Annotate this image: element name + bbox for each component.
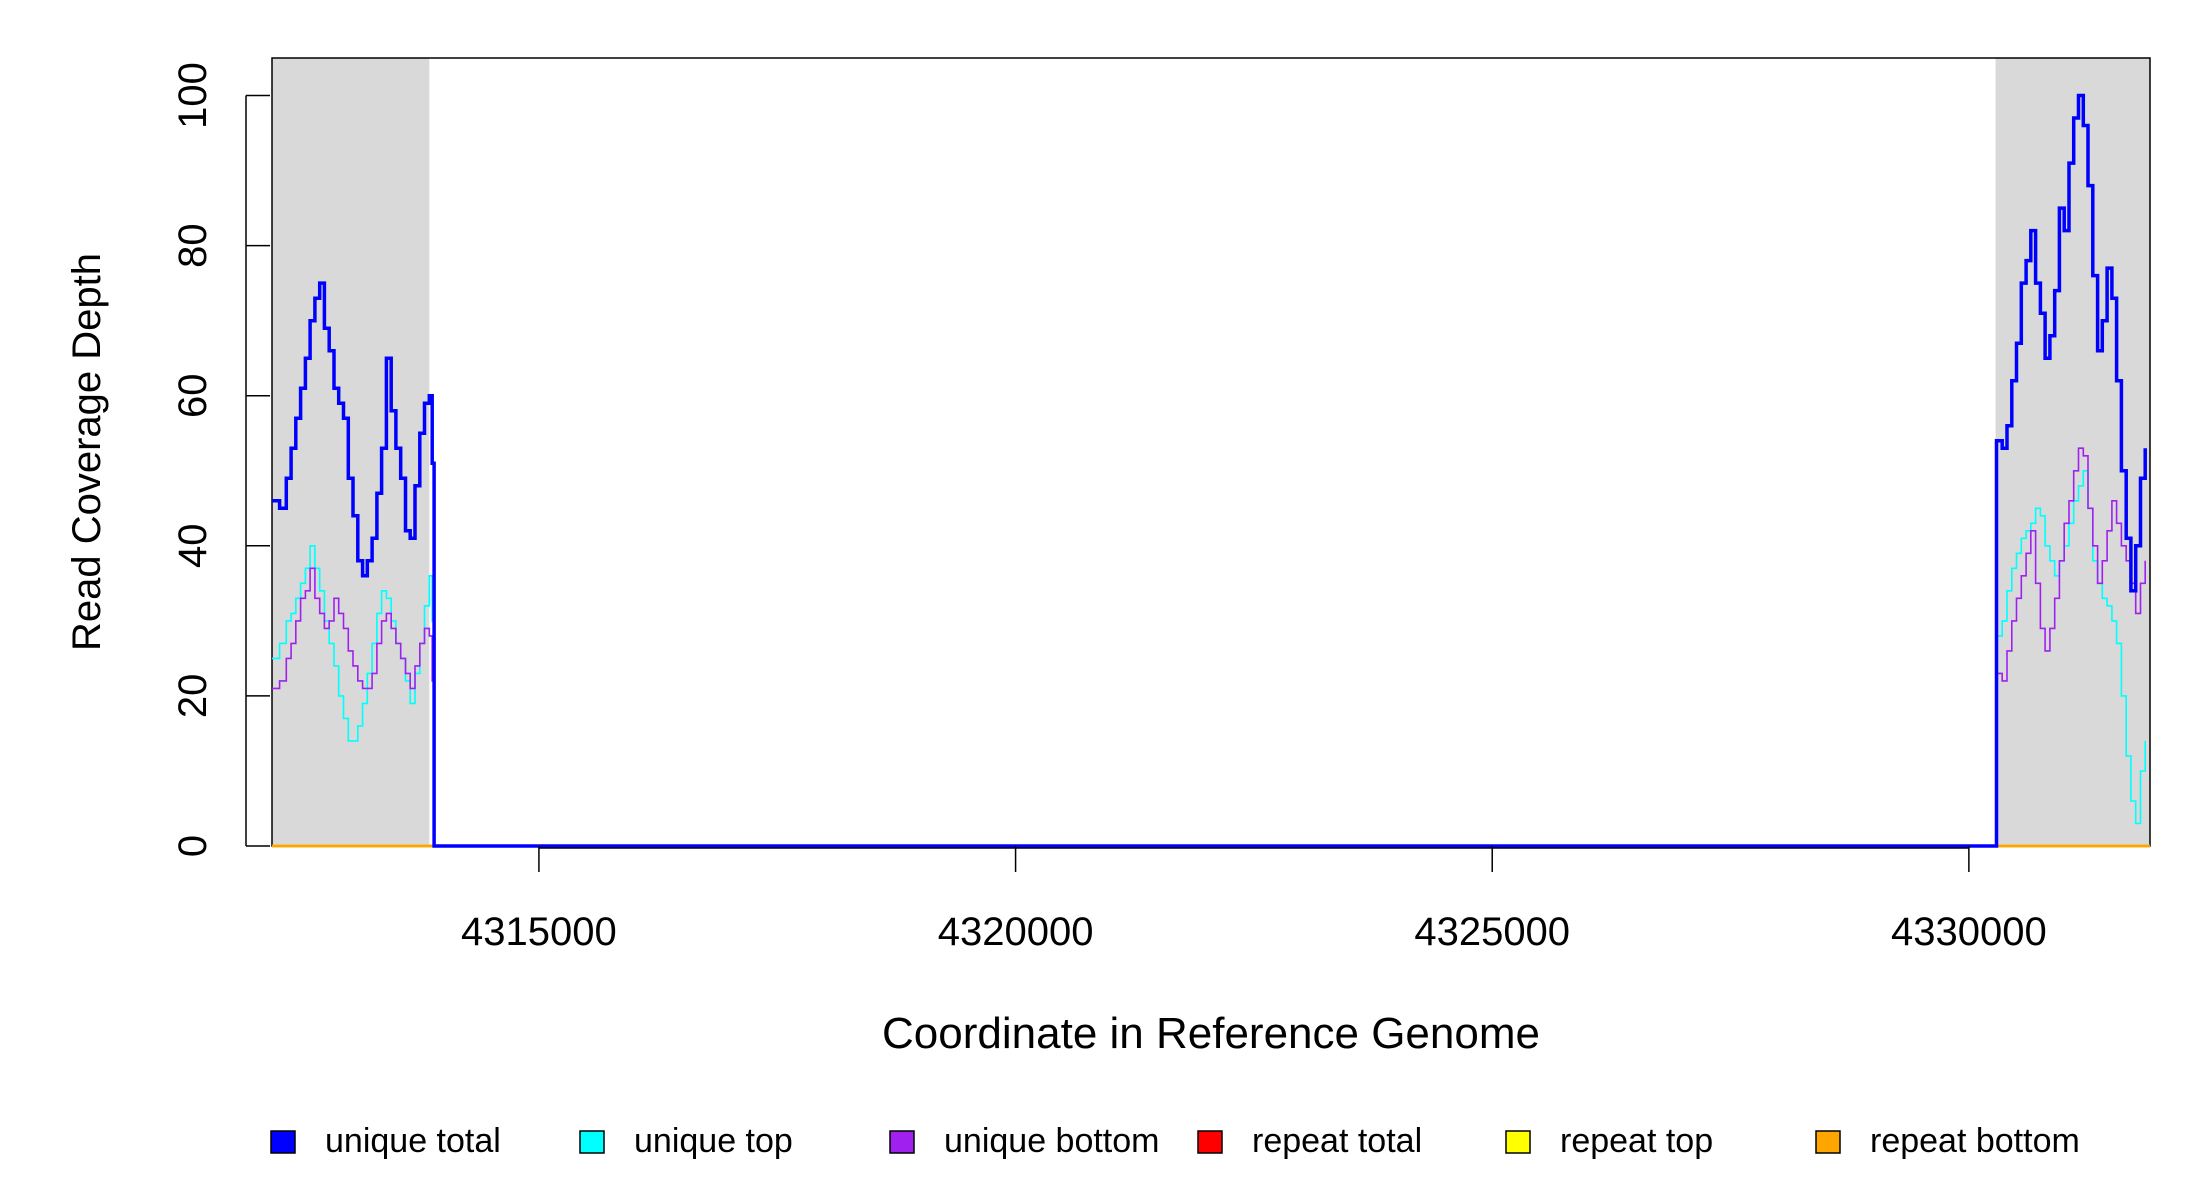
legend-item-repeat-bottom: repeat bottom xyxy=(1815,1122,2080,1160)
y-tick-label: 40 xyxy=(171,524,215,569)
legend-item-unique-total: unique total xyxy=(270,1122,501,1160)
y-tick-label: 20 xyxy=(171,674,215,719)
y-tick-label: 0 xyxy=(171,835,215,857)
legend: unique total unique top unique bottom repea… xyxy=(270,1122,2080,1160)
plot-frame xyxy=(271,57,2151,847)
legend-item-repeat-total: repeat total xyxy=(1197,1122,1422,1160)
legend-item-unique-bottom: unique bottom xyxy=(889,1122,1160,1160)
legend-label: repeat top xyxy=(1560,1122,1713,1160)
legend-swatch xyxy=(889,1130,915,1154)
legend-label: unique total xyxy=(325,1122,501,1160)
legend-label: repeat bottom xyxy=(1870,1122,2080,1160)
series-line-unique-total xyxy=(272,93,2147,848)
legend-swatch xyxy=(270,1130,296,1154)
x-tick-label: 4330000 xyxy=(1891,910,2047,954)
legend-swatch xyxy=(1197,1130,1223,1154)
y-tick-label: 60 xyxy=(171,373,215,418)
series-line-unique-top xyxy=(272,470,2146,847)
series-lines xyxy=(272,93,2150,848)
legend-swatch xyxy=(1815,1130,1841,1154)
shaded-region-2 xyxy=(1995,58,2150,846)
legend-label: repeat total xyxy=(1252,1122,1422,1160)
x-tick-label: 4325000 xyxy=(1414,910,1570,954)
y-tick-label: 100 xyxy=(171,62,215,129)
legend-swatch xyxy=(579,1130,605,1154)
y-tick-label: 80 xyxy=(171,223,215,268)
y-axis-title: Read Coverage Depth xyxy=(65,253,109,651)
x-tick-label: 4315000 xyxy=(461,910,617,954)
x-axis-title: Coordinate in Reference Genome xyxy=(882,1009,1540,1058)
series-line-unique-bottom xyxy=(272,447,2146,847)
legend-label: unique top xyxy=(634,1122,793,1160)
legend-item-repeat-top: repeat top xyxy=(1505,1122,1713,1160)
axes: 0 20 40 60 80 100 4315000 4320000 4325000 4330000 xyxy=(171,62,2047,954)
legend-label: unique bottom xyxy=(944,1122,1160,1160)
legend-item-unique-top: unique top xyxy=(579,1122,793,1160)
x-tick-label: 4320000 xyxy=(938,910,1094,954)
shaded-region-1 xyxy=(272,58,430,846)
shaded-regions xyxy=(272,58,2150,846)
legend-swatch xyxy=(1505,1130,1531,1154)
